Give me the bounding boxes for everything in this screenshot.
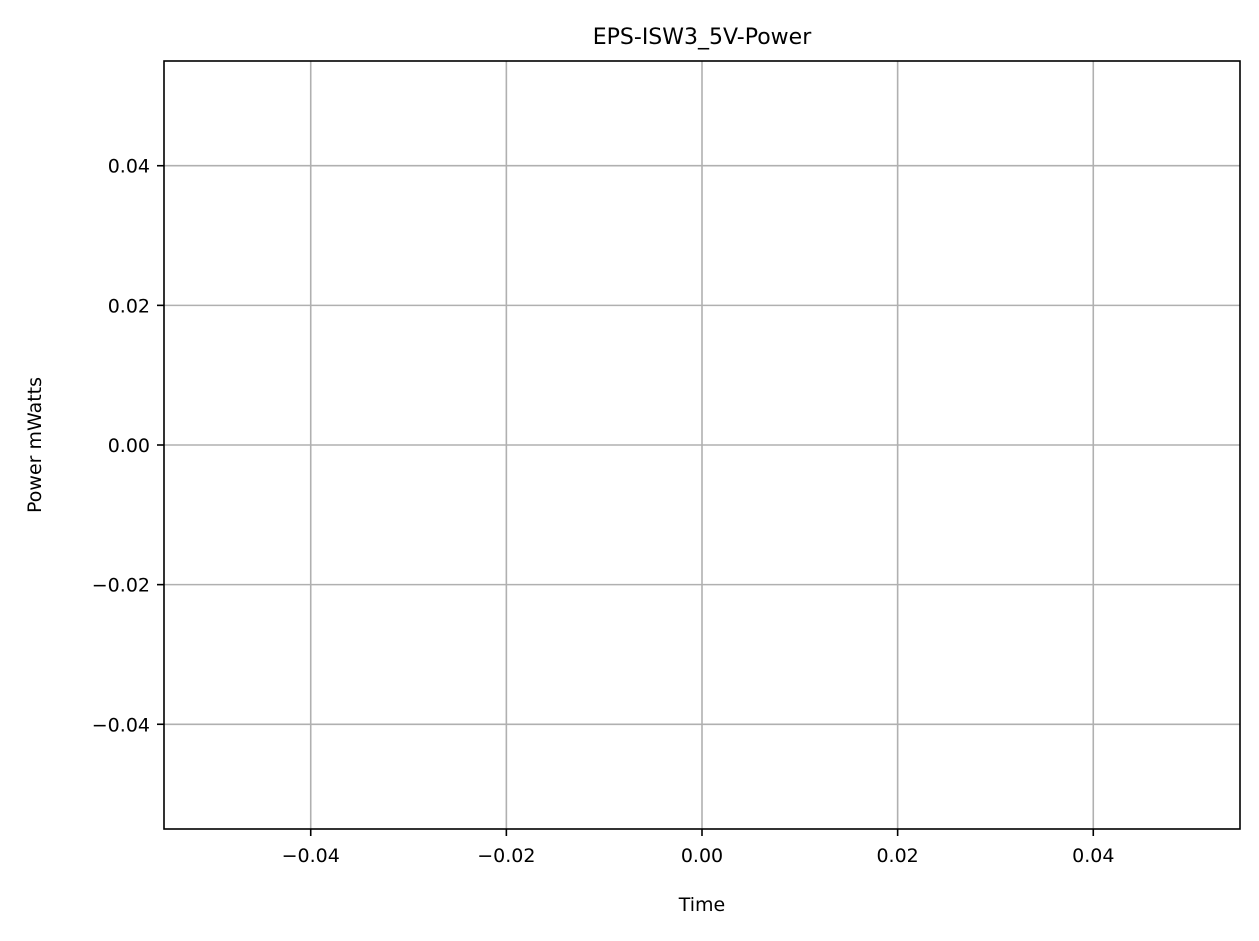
x-tick-label: 0.04 bbox=[1072, 845, 1114, 867]
y-axis-ticks: −0.04 −0.02 0.00 0.02 0.04 bbox=[92, 156, 164, 736]
y-tick-label: −0.02 bbox=[92, 575, 150, 597]
grid-layer bbox=[164, 61, 1240, 829]
y-tick-label: 0.04 bbox=[108, 156, 150, 178]
x-tick-label: −0.02 bbox=[477, 845, 535, 867]
y-axis-label: Power mWatts bbox=[24, 377, 46, 513]
y-tick-label: 0.02 bbox=[108, 295, 150, 317]
x-axis-ticks: −0.04 −0.02 0.00 0.02 0.04 bbox=[282, 829, 1114, 867]
y-tick-label: 0.00 bbox=[108, 435, 150, 457]
chart-title: EPS-ISW3_5V-Power bbox=[593, 25, 812, 50]
x-tick-label: 0.02 bbox=[876, 845, 918, 867]
x-axis-label: Time bbox=[678, 894, 726, 916]
x-tick-label: 0.00 bbox=[681, 845, 723, 867]
y-tick-label: −0.04 bbox=[92, 714, 150, 736]
x-tick-label: −0.04 bbox=[282, 845, 340, 867]
